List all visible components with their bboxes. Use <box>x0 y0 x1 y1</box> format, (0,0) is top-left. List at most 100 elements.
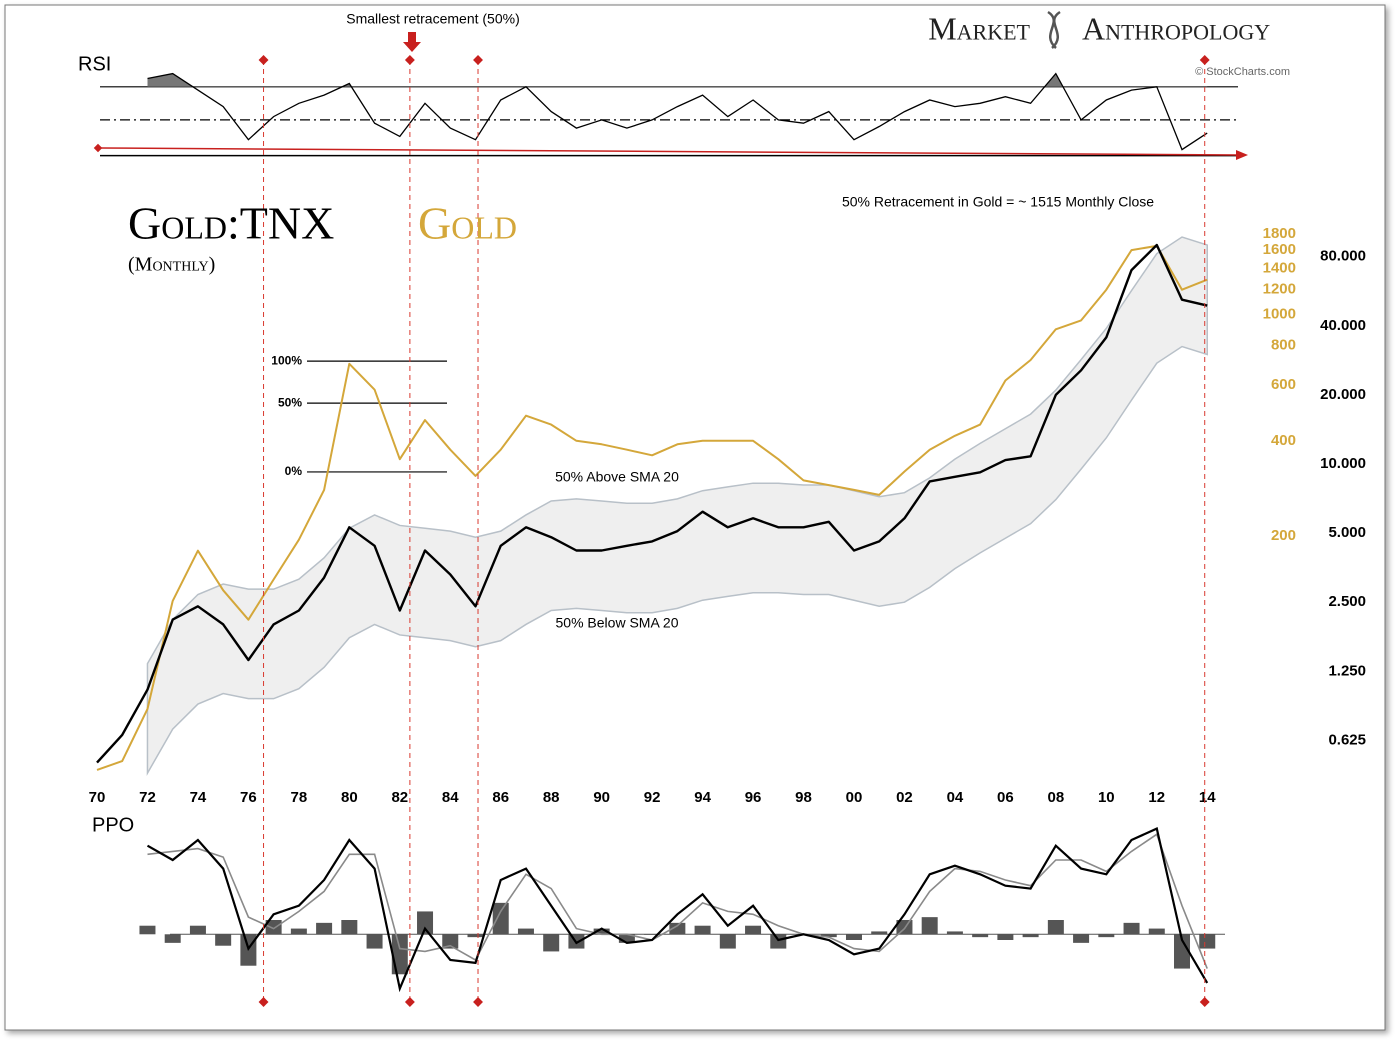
rsi-title: RSI <box>78 53 111 75</box>
subtitle: (Monthly) <box>128 254 215 276</box>
ppo-histogram-bar <box>391 934 408 975</box>
series-line <box>96 244 1208 771</box>
ppo-histogram-bar <box>1047 920 1064 935</box>
x-tick-label: 10 <box>1098 789 1115 806</box>
ppo-histogram-bar <box>694 925 711 935</box>
ppo-histogram-bar <box>290 928 307 935</box>
x-tick-label: 04 <box>947 789 964 806</box>
y2-tick-label: 200 <box>1271 527 1296 544</box>
ppo-histogram-bar <box>644 934 661 935</box>
y2-tick-label: 1600 <box>1263 241 1296 258</box>
x-tick-label: 86 <box>492 789 509 806</box>
ppo-histogram-bar <box>745 925 762 935</box>
x-tick-label: 94 <box>694 789 711 806</box>
ppo-histogram-bar <box>1148 928 1165 935</box>
ppo-histogram-bar <box>593 928 610 935</box>
y2-tick-label: 800 <box>1271 336 1296 353</box>
ppo-histogram-bar <box>820 934 837 938</box>
title-gold: Gold <box>418 198 517 249</box>
y2-tick-label: 600 <box>1271 376 1296 393</box>
x-tick-label: 02 <box>896 789 913 806</box>
series-line <box>96 243 1208 764</box>
y-tick-label: 2.500 <box>1328 593 1366 610</box>
ppo-histogram-bar <box>618 934 635 943</box>
logo-left: Market <box>928 10 1030 46</box>
y-tick-label: 80.000 <box>1320 248 1366 265</box>
ppo-histogram-bar <box>946 931 963 935</box>
ppo-histogram-bar <box>467 934 484 938</box>
x-tick-label: 06 <box>997 789 1014 806</box>
ppo-histogram-bar <box>1098 934 1115 938</box>
y2-tick-label: 1200 <box>1263 281 1296 298</box>
x-tick-label: 92 <box>644 789 661 806</box>
x-tick-label: 90 <box>593 789 610 806</box>
ppo-histogram-bar <box>669 922 686 935</box>
ppo-histogram-bar <box>972 934 989 938</box>
note: Smallest retracement (50%) <box>346 11 520 27</box>
retracement-label: 0% <box>285 464 303 478</box>
ppo-histogram-bar <box>366 934 383 949</box>
y-tick-label: 20.000 <box>1320 386 1366 403</box>
ppo-histogram-bar <box>517 928 534 935</box>
ppo-histogram-bar <box>1022 934 1039 938</box>
x-tick-label: 74 <box>190 789 207 806</box>
x-tick-label: 98 <box>795 789 812 806</box>
ppo-histogram-bar <box>871 931 888 935</box>
ppo-histogram-bar <box>1199 934 1216 949</box>
ppo-histogram-bar <box>139 925 156 935</box>
x-tick-label: 00 <box>846 789 863 806</box>
title-main: Gold:TNX <box>128 198 334 249</box>
x-tick-label: 14 <box>1199 789 1216 806</box>
ppo-histogram-bar <box>1123 922 1140 935</box>
logo-icon <box>1047 10 1061 49</box>
y2-tick-label: 1000 <box>1263 306 1296 323</box>
trend-start <box>93 143 103 153</box>
ppo-histogram-bar <box>921 917 938 935</box>
y2-tick-label: 1800 <box>1263 225 1296 242</box>
y-tick-label: 0.625 <box>1328 731 1366 748</box>
x-tick-label: 72 <box>139 789 156 806</box>
x-tick-label: 84 <box>442 789 459 806</box>
ppo-histogram-bar <box>215 934 232 946</box>
ppo-histogram-bar <box>543 934 560 952</box>
event-diamond <box>473 997 483 1007</box>
y-tick-label: 40.000 <box>1320 317 1366 334</box>
ppo-histogram-bar <box>770 934 787 949</box>
x-tick-label: 12 <box>1148 789 1165 806</box>
event-diamond <box>404 997 415 1007</box>
ppo-title: PPO <box>92 814 134 836</box>
ppo-line <box>147 833 1208 969</box>
ppo-line <box>146 827 1209 993</box>
rsi-trendline <box>99 147 1239 156</box>
x-tick-label: 76 <box>240 789 257 806</box>
ppo-histogram-bar <box>997 934 1014 940</box>
x-tick-label: 80 <box>341 789 358 806</box>
annotation: 50% Below SMA 20 <box>556 615 679 631</box>
retracement-label: 100% <box>271 353 302 367</box>
retracement-label: 50% <box>278 395 302 409</box>
ppo-histogram-bar <box>189 925 206 935</box>
ppo-histogram-bar <box>417 911 434 935</box>
y-tick-label: 1.250 <box>1328 662 1366 679</box>
ppo-histogram-bar <box>442 934 459 949</box>
x-tick-label: 96 <box>745 789 762 806</box>
ppo-histogram-bar <box>265 920 282 935</box>
logo-right: Anthropology <box>1082 10 1270 46</box>
sma-band <box>146 236 1208 776</box>
x-tick-label: 70 <box>89 789 106 806</box>
y-tick-label: 10.000 <box>1320 455 1366 472</box>
ppo-histogram-bar <box>719 934 736 949</box>
annotation: 50% Above SMA 20 <box>555 469 679 485</box>
event-diamond <box>258 997 269 1007</box>
ppo-histogram-bar <box>341 920 358 935</box>
x-tick-label: 82 <box>391 789 408 806</box>
y2-tick-label: 1400 <box>1263 259 1296 276</box>
ppo-histogram-bar <box>845 934 862 940</box>
x-tick-label: 78 <box>291 789 308 806</box>
credit: © StockCharts.com <box>1195 66 1290 78</box>
note-arrow <box>403 32 421 52</box>
ppo-histogram-bar <box>1174 934 1191 969</box>
event-diamond <box>1199 997 1210 1007</box>
annotation: 50% Retracement in Gold = ~ 1515 Monthly… <box>842 194 1154 210</box>
